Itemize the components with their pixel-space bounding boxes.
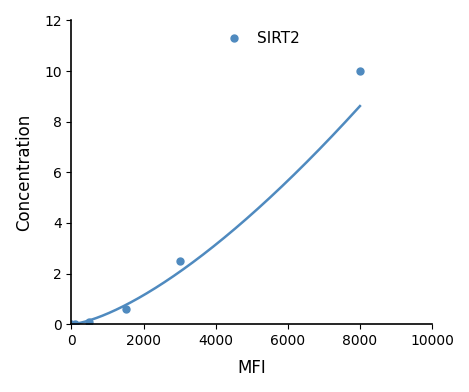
Y-axis label: Concentration: Concentration: [15, 114, 33, 231]
Legend: SIRT2: SIRT2: [216, 25, 306, 52]
X-axis label: MFI: MFI: [237, 359, 266, 377]
SIRT2: [357, 69, 363, 73]
SIRT2: [123, 307, 129, 311]
SIRT2: [177, 259, 182, 263]
SIRT2: [72, 321, 78, 326]
Line: SIRT2: SIRT2: [68, 68, 363, 328]
SIRT2: [87, 319, 92, 324]
SIRT2: [68, 322, 74, 327]
